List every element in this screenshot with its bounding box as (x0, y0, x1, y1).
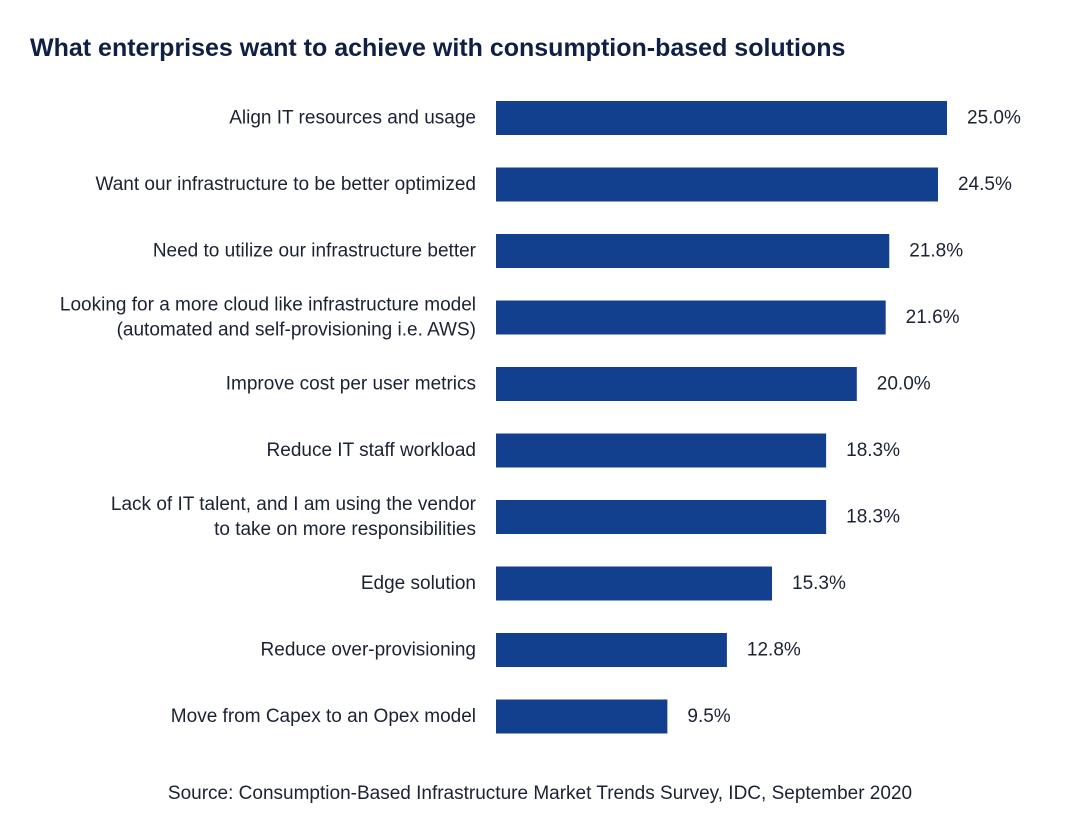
value-label: 18.3% (846, 440, 900, 461)
bar (496, 633, 727, 667)
value-label: 20.0% (877, 374, 931, 395)
value-label: 15.3% (792, 573, 846, 594)
bar (496, 234, 890, 268)
category-label: Reduce IT staff workload (267, 440, 476, 461)
category-label: Improve cost per user metrics (226, 374, 476, 395)
category-label: (automated and self-provisioning i.e. AW… (117, 320, 476, 341)
category-label: Edge solution (361, 573, 476, 594)
category-label: Align IT resources and usage (229, 108, 476, 129)
bar (496, 167, 938, 202)
value-label: 25.0% (967, 108, 1021, 129)
source-note: Source: Consumption-Based Infrastructure… (167, 783, 913, 804)
bar (496, 433, 827, 468)
category-label: Lack of IT talent, and I am using the ve… (111, 494, 477, 515)
category-label: Reduce over-provisioning (261, 640, 476, 661)
category-label: to take on more responsibilities (214, 519, 476, 540)
value-label: 24.5% (958, 174, 1012, 195)
chart-title: What enterprises want to achieve with co… (30, 34, 846, 62)
category-label: Want our infrastructure to be better opt… (95, 174, 476, 195)
category-label: Need to utilize our infrastructure bette… (153, 241, 477, 262)
value-label: 9.5% (687, 706, 730, 727)
value-label: 21.6% (906, 307, 960, 328)
bar (496, 566, 773, 601)
bar (496, 699, 668, 734)
category-label: Move from Capex to an Opex model (171, 706, 476, 727)
value-label: 12.8% (747, 640, 801, 661)
bar (496, 367, 857, 401)
value-label: 21.8% (909, 241, 963, 262)
category-label: Looking for a more cloud like infrastruc… (60, 295, 476, 316)
bar (496, 500, 827, 534)
value-label: 18.3% (846, 507, 900, 528)
bar (496, 300, 886, 335)
bar (496, 101, 947, 135)
